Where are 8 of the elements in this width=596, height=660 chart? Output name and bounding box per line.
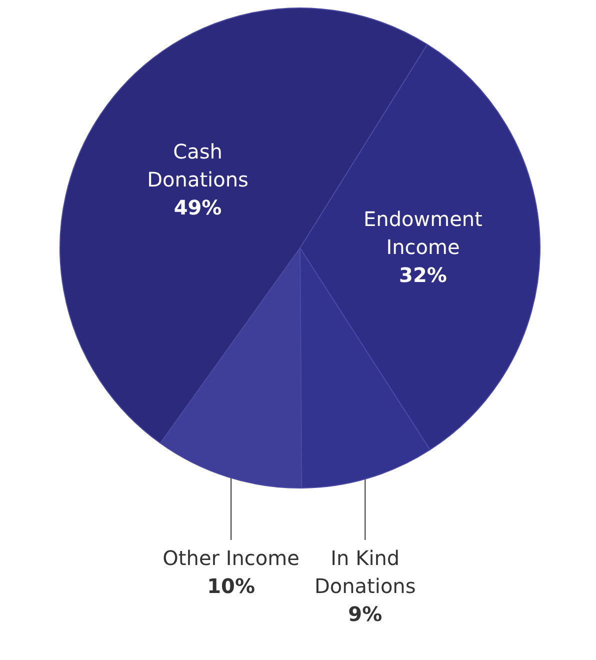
data-label: 32% [399,263,447,288]
slice-label: Cash Donations [147,140,248,192]
slice-label: Other Income [162,546,300,570]
slice-label: Endowment Income [364,207,483,260]
data-label: 9% [348,602,382,626]
slice-label: In Kind Donations [314,546,416,598]
data-label: 49% [174,196,222,220]
data-label: 10% [207,574,255,598]
